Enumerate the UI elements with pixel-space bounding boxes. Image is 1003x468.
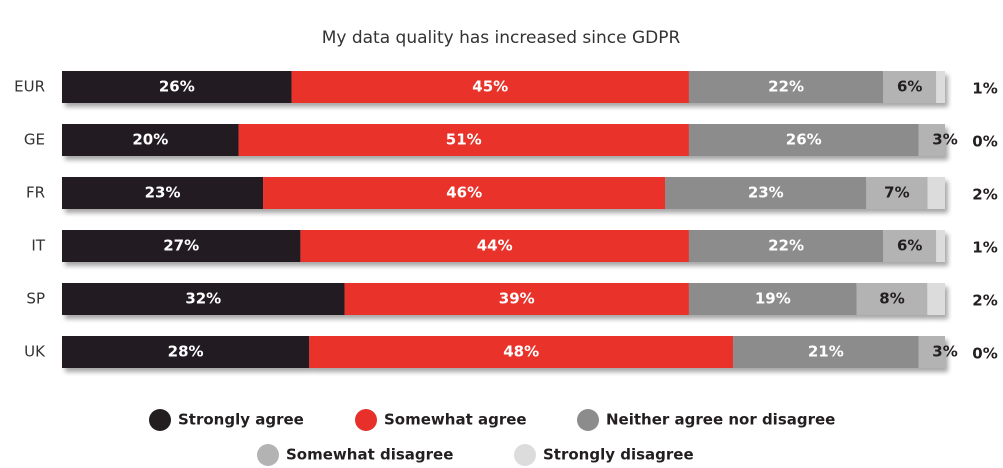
bar-group	[62, 230, 945, 262]
bar-segment	[263, 177, 666, 209]
bar-group	[62, 177, 945, 209]
legend-swatch	[514, 444, 536, 466]
bar-segment	[866, 177, 928, 209]
legend-label: Somewhat disagree	[286, 446, 453, 464]
bar-segment	[883, 71, 937, 103]
bar-segment	[688, 71, 884, 103]
legend-swatch	[355, 409, 377, 431]
bar-segment	[927, 283, 945, 315]
chart-title: My data quality has increased since GDPR	[322, 28, 681, 48]
value-label: 1%	[972, 80, 997, 98]
value-label: 0%	[972, 133, 997, 151]
bar-segment	[688, 124, 919, 156]
bar-segment	[62, 336, 310, 368]
legend-label: Somewhat agree	[384, 411, 527, 429]
value-label: 23%	[145, 184, 181, 202]
value-label: 26%	[786, 131, 822, 149]
bar-segment	[936, 230, 945, 262]
value-label: 51%	[446, 131, 482, 149]
value-label: 27%	[163, 237, 199, 255]
bar-segment	[62, 71, 292, 103]
y-tick-label: SP	[26, 290, 45, 308]
bar-segment	[238, 124, 689, 156]
bar-segment	[688, 283, 857, 315]
bar-segment	[300, 230, 689, 262]
value-label: 0%	[972, 345, 997, 363]
bar-group	[62, 71, 945, 103]
value-label: 21%	[808, 343, 844, 361]
y-tick-label: FR	[26, 184, 45, 202]
y-tick-label: IT	[31, 237, 45, 255]
value-label: 39%	[499, 290, 535, 308]
bar-segment	[62, 177, 264, 209]
bar-segment	[918, 124, 945, 156]
value-label: 2%	[972, 292, 997, 310]
bar-segment	[883, 230, 937, 262]
value-label: 6%	[897, 237, 922, 255]
value-label: 26%	[159, 78, 195, 96]
value-label: 22%	[768, 237, 804, 255]
y-tick-label: EUR	[14, 78, 45, 96]
value-label: 48%	[503, 343, 539, 361]
bar-segment	[344, 283, 689, 315]
value-label: 6%	[897, 78, 922, 96]
legend-label: Strongly agree	[178, 411, 304, 429]
bar-segment	[291, 71, 689, 103]
value-label: 19%	[755, 290, 791, 308]
value-label: 46%	[446, 184, 482, 202]
y-tick-label: UK	[24, 343, 46, 361]
bar-segment	[927, 177, 945, 209]
value-label: 22%	[768, 78, 804, 96]
bar-segment	[62, 230, 301, 262]
value-label: 23%	[748, 184, 784, 202]
legend-label: Strongly disagree	[543, 446, 694, 464]
bar-segment	[309, 336, 734, 368]
bar-group	[62, 124, 945, 156]
bar-segment	[665, 177, 867, 209]
bar-segment	[62, 283, 345, 315]
value-label: 8%	[879, 290, 904, 308]
value-label: 2%	[972, 186, 997, 204]
bar-segment	[856, 283, 928, 315]
legend-label: Neither agree nor disagree	[606, 411, 835, 429]
legend-swatch	[257, 444, 279, 466]
bar-segment	[936, 71, 945, 103]
bar-group	[62, 336, 945, 368]
value-label: 20%	[132, 131, 168, 149]
bar-segment	[918, 336, 945, 368]
legend-swatch	[577, 409, 599, 431]
value-label: 28%	[168, 343, 204, 361]
legend-swatch	[149, 409, 171, 431]
value-label: 45%	[472, 78, 508, 96]
y-tick-label: GE	[24, 131, 45, 149]
value-label: 7%	[884, 184, 909, 202]
value-label: 3%	[932, 343, 957, 361]
bar-group	[62, 283, 945, 315]
value-label: 1%	[972, 239, 997, 257]
bar-segment	[62, 124, 239, 156]
value-label: 3%	[932, 131, 957, 149]
value-label: 44%	[477, 237, 513, 255]
bar-segment	[688, 230, 884, 262]
value-label: 32%	[185, 290, 221, 308]
bar-segment	[733, 336, 919, 368]
